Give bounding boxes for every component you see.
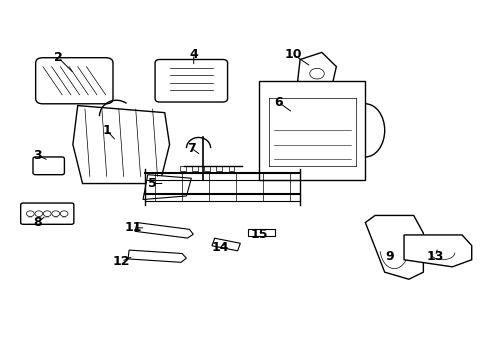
- Text: 13: 13: [426, 250, 443, 263]
- Text: 10: 10: [284, 48, 301, 61]
- Bar: [216, 166, 222, 171]
- Polygon shape: [403, 235, 471, 267]
- Text: 15: 15: [250, 229, 267, 242]
- FancyBboxPatch shape: [155, 59, 227, 102]
- Text: 2: 2: [54, 51, 62, 64]
- FancyBboxPatch shape: [20, 203, 74, 224]
- Bar: [259, 81, 365, 180]
- Polygon shape: [247, 229, 274, 237]
- Text: 6: 6: [273, 95, 282, 108]
- Text: 12: 12: [112, 255, 130, 268]
- Text: 4: 4: [189, 48, 198, 61]
- Bar: [180, 166, 185, 171]
- Polygon shape: [135, 222, 193, 238]
- Text: 5: 5: [148, 177, 157, 190]
- Bar: [192, 166, 198, 171]
- Text: 8: 8: [33, 216, 42, 229]
- Text: 3: 3: [33, 149, 42, 162]
- Bar: [228, 166, 234, 171]
- FancyBboxPatch shape: [33, 157, 64, 175]
- Bar: [204, 166, 210, 171]
- Text: 11: 11: [124, 221, 142, 234]
- Polygon shape: [128, 250, 186, 262]
- Polygon shape: [365, 215, 423, 279]
- Polygon shape: [73, 105, 169, 184]
- Text: 14: 14: [211, 241, 228, 254]
- Text: 7: 7: [186, 141, 195, 154]
- Polygon shape: [211, 238, 240, 251]
- Polygon shape: [297, 53, 336, 91]
- Polygon shape: [142, 175, 191, 199]
- Text: 1: 1: [102, 124, 111, 137]
- FancyBboxPatch shape: [36, 58, 113, 104]
- Text: 9: 9: [385, 250, 393, 263]
